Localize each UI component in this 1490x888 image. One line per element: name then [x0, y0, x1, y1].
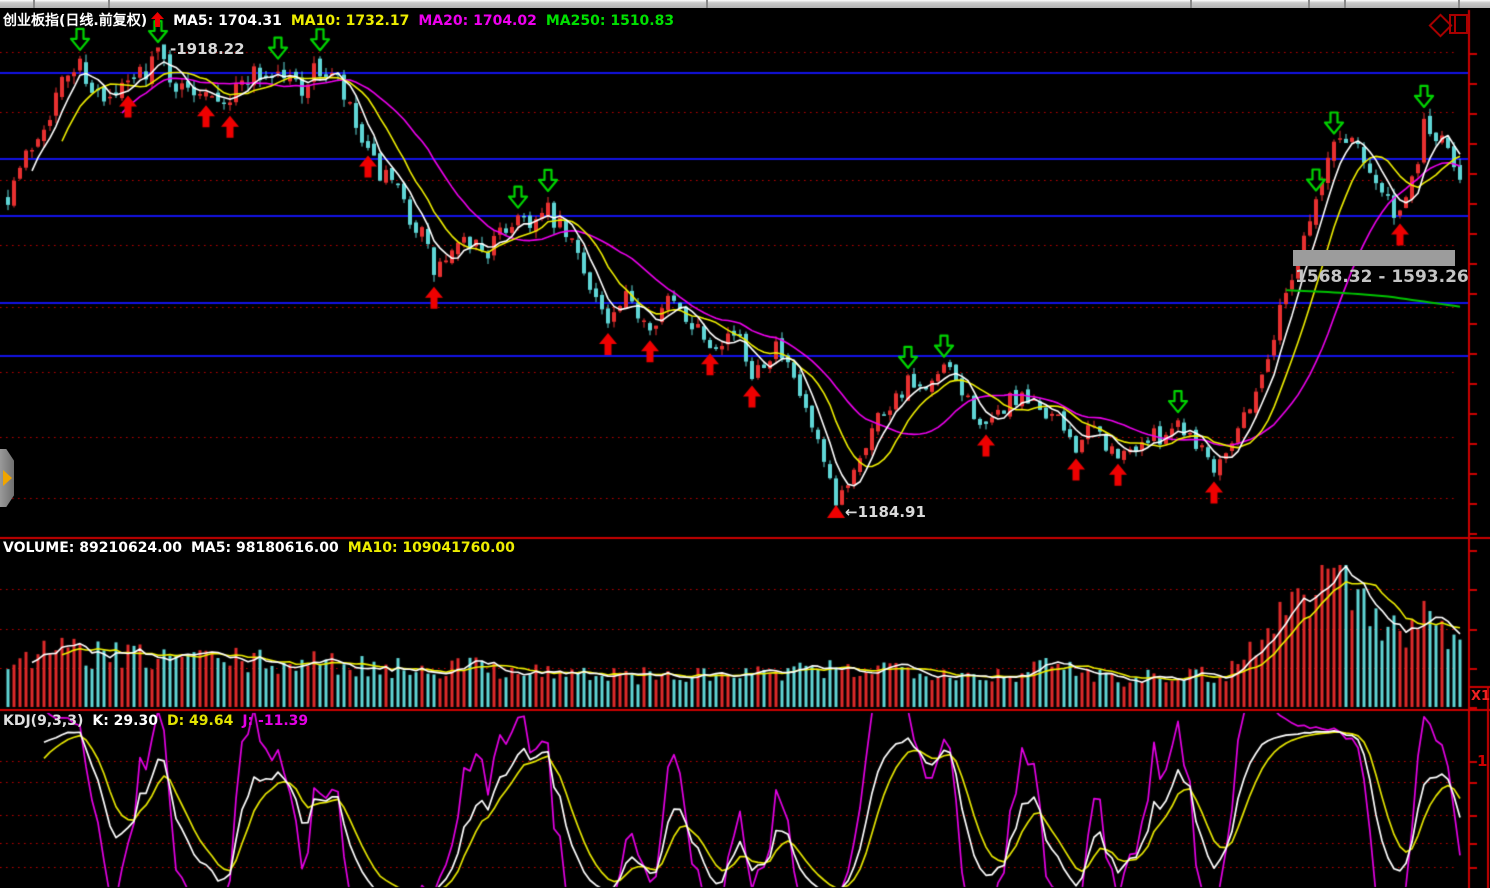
kdj-d-legend: D: 49.64	[166, 713, 234, 729]
ma10-legend: MA10: 1732.17	[290, 13, 410, 29]
top-strip-separator	[1458, 0, 1460, 8]
high-annotation-value: 1918.22	[176, 40, 245, 58]
volume-ma10-legend: MA10: 109041760.00	[347, 540, 515, 556]
ma250-legend: MA250: 1510.83	[545, 13, 675, 29]
top-strip-separator	[108, 0, 110, 8]
top-strip-separator	[1344, 0, 1346, 8]
kdj-header: KDJ(9,3,3) K: 29.30 D: 49.64 J: -11.39	[3, 713, 317, 729]
top-strip-separator	[706, 0, 708, 8]
kdj-k-legend: K: 29.30	[92, 713, 158, 729]
low-annotation-connector: ←	[845, 503, 858, 521]
ma20-legend: MA20: 1704.02	[418, 13, 537, 29]
high-annotation-connector: -	[170, 40, 177, 58]
low-annotation-value: 1184.91	[857, 503, 926, 521]
main-chart-header: 创业板指(日线.前复权) MA5: 1704.31 MA10: 1732.17 MA2…	[3, 10, 683, 31]
expand-right-icon	[3, 470, 12, 486]
range-annotation: 1568.32 - 1593.26	[1295, 267, 1469, 287]
window-icon-divider	[1454, 16, 1456, 32]
up-arrow-icon	[151, 12, 165, 31]
volume-legend: VOLUME: 89210624.00	[3, 540, 182, 556]
low-price-annotation: ←1184.91	[845, 503, 926, 521]
top-strip-separator	[33, 0, 35, 8]
chart-title: 创业板指(日线.前复权)	[3, 13, 148, 29]
kdj-axis-label: 1	[1477, 752, 1488, 770]
top-strip-separator	[1190, 0, 1192, 8]
kdj-j-legend: J: -11.39	[242, 713, 309, 729]
top-strip	[0, 0, 1490, 8]
kdj-title: KDJ(9,3,3)	[3, 713, 84, 729]
high-price-annotation: -1918.22	[170, 40, 245, 58]
volume-header: VOLUME: 89210624.00 MA5: 98180616.00 MA10:…	[3, 540, 524, 556]
top-strip-separator	[1308, 0, 1310, 8]
volume-ma5-legend: MA5: 98180616.00	[190, 540, 339, 556]
range-selection-bar	[1293, 250, 1455, 266]
ma5-legend: MA5: 1704.31	[173, 13, 282, 29]
left-panel-expander[interactable]	[0, 449, 14, 507]
window-restore-icon[interactable]	[1449, 14, 1468, 34]
x1-scale-label[interactable]: X1	[1471, 689, 1490, 704]
